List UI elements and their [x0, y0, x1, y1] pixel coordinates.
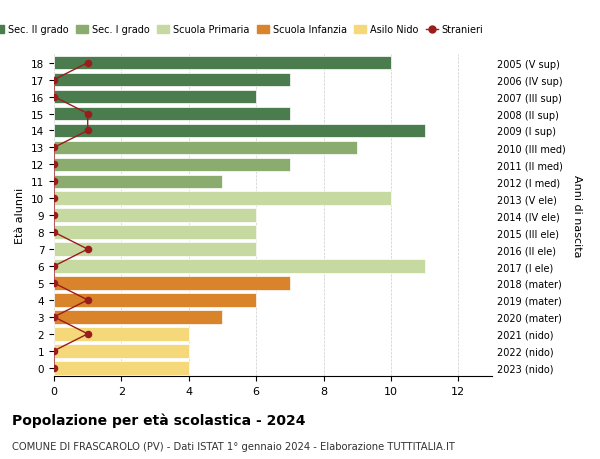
Bar	[54, 327, 189, 341]
Text: Popolazione per età scolastica - 2024: Popolazione per età scolastica - 2024	[12, 413, 305, 428]
Point	[49, 161, 59, 168]
Point	[83, 60, 92, 67]
Point	[49, 313, 59, 321]
Text: COMUNE DI FRASCAROLO (PV) - Dati ISTAT 1° gennaio 2024 - Elaborazione TUTTITALIA: COMUNE DI FRASCAROLO (PV) - Dati ISTAT 1…	[12, 441, 455, 451]
Y-axis label: Età alunni: Età alunni	[16, 188, 25, 244]
Point	[49, 178, 59, 185]
Point	[49, 263, 59, 270]
Point	[49, 280, 59, 287]
Point	[49, 145, 59, 152]
Point	[83, 246, 92, 253]
Bar	[54, 243, 256, 256]
Point	[49, 195, 59, 202]
Bar	[54, 141, 357, 155]
Bar	[54, 209, 256, 223]
Bar	[54, 277, 290, 290]
Legend: Sec. II grado, Sec. I grado, Scuola Primaria, Scuola Infanzia, Asilo Nido, Stran: Sec. II grado, Sec. I grado, Scuola Prim…	[0, 22, 487, 39]
Bar	[54, 260, 425, 273]
Bar	[54, 124, 425, 138]
Point	[83, 111, 92, 118]
Point	[83, 128, 92, 135]
Bar	[54, 158, 290, 172]
Point	[49, 229, 59, 236]
Bar	[54, 310, 223, 324]
Bar	[54, 107, 290, 121]
Bar	[54, 175, 223, 189]
Point	[49, 94, 59, 101]
Point	[49, 347, 59, 355]
Bar	[54, 74, 290, 87]
Point	[83, 330, 92, 338]
Point	[49, 77, 59, 84]
Point	[83, 297, 92, 304]
Bar	[54, 344, 189, 358]
Bar	[54, 361, 189, 375]
Bar	[54, 226, 256, 240]
Bar	[54, 293, 256, 307]
Point	[49, 212, 59, 219]
Bar	[54, 192, 391, 206]
Y-axis label: Anni di nascita: Anni di nascita	[572, 174, 582, 257]
Bar	[54, 57, 391, 70]
Point	[49, 364, 59, 372]
Bar	[54, 90, 256, 104]
